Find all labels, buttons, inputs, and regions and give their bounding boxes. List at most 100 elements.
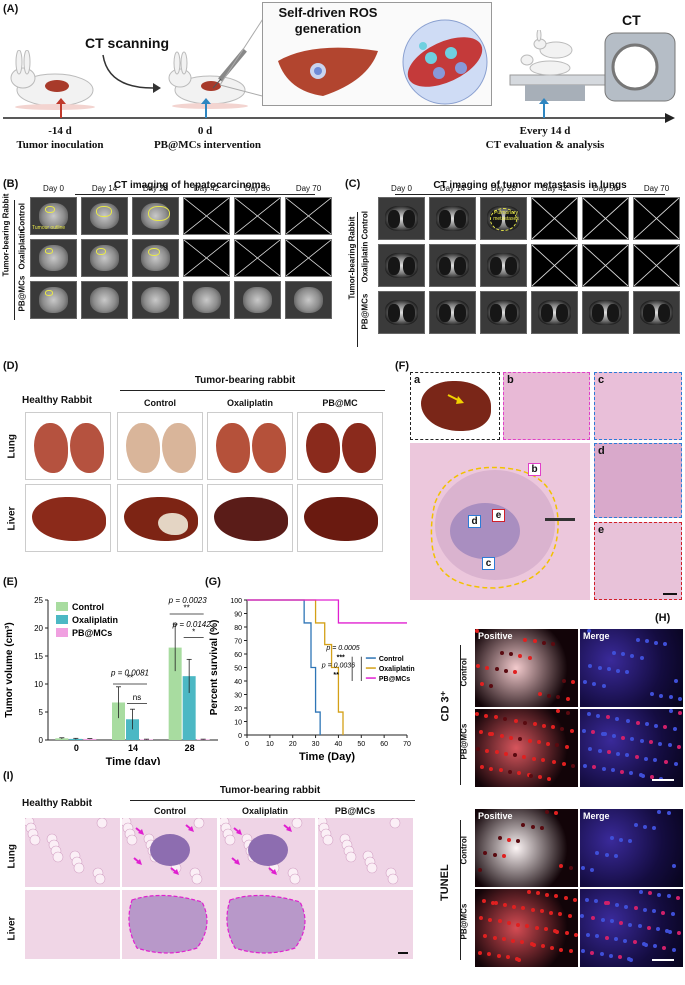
c-ct-image [480,197,527,240]
b-ct-image [183,281,230,319]
b-day-1: Day 14 [91,184,118,193]
bar-pbmcs-0 [83,738,97,740]
tumor-outline [148,247,161,257]
y-tick-label: 10 [34,680,43,689]
liver-histology [318,890,413,959]
panel-f-d-histology: d [594,443,682,518]
scale-bar [663,593,677,595]
y-tick-label: 15 [34,652,43,661]
panel-h-rule-bottom [460,820,461,960]
panel-d-tumor: Tumor-bearing rabbit [194,375,296,386]
intervention-arrow-icon [201,98,211,118]
y-tick-label: 60 [234,652,242,659]
panel-h-row-control-2: Control [459,836,469,865]
liver-photo [25,484,111,552]
legend-label: Oxaliplatin [379,666,415,673]
y-axis-label: Percent survival (%) [209,620,220,716]
x-axis-label: Time (day) [106,756,161,765]
x-tick-label: 10 [266,741,274,748]
c-day-2: Day 28 [490,184,517,193]
panel-c-row-control: Control [360,211,370,240]
tumor-outline [96,205,113,218]
t1-event: Tumor inoculation [16,139,104,151]
y-tick-label: 0 [238,733,242,740]
lung-photo [207,412,293,480]
curved-arrow-icon [102,54,161,93]
panel-d-rule [120,390,385,391]
b-ct-image [132,281,179,319]
y-tick-label: 20 [234,706,242,713]
fluorescence-column-label: Merge [583,811,610,821]
y-tick-label: 70 [234,639,242,646]
panel-f-box-d: d [468,515,481,528]
panel-f-a-label: a [414,374,421,386]
c-unavailable-cell [582,244,629,287]
legend-label: PB@MCs [72,628,112,638]
panel-label-f: (F) [395,360,410,372]
panel-i-tumor: Tumor-bearing rabbit [219,785,321,796]
panel-i-healthy: Healthy Rabbit [22,798,93,809]
b-unavailable-cell [285,239,332,277]
panel-i-rule [130,800,415,801]
lung-histology [220,818,315,887]
tumor-outline [44,289,53,296]
ct-scanner-illustration [509,32,676,102]
tumor-outline [44,247,53,254]
panel-h-marker-cd3: CD 3⁺ [439,690,452,722]
y-axis-label: Tumor volume (cm³) [4,622,15,717]
panel-f-b-label: b [507,374,514,386]
panel-f-c-histology: c [594,372,682,440]
x-tick-label: 0 [245,741,249,748]
panel-label-a: (A) [3,3,19,15]
b-day-2: Day 28 [142,184,169,193]
b-unavailable-cell [285,197,332,235]
bar-control-28 [168,647,182,740]
liver-photo [207,484,293,552]
panel-f-e-histology: e [594,522,682,600]
y-tick-label: 30 [234,693,242,700]
panel-c-title: CT imaging of tumor metastasis in lungs [433,180,627,191]
panel-label-h: (H) [655,612,671,624]
panel-f-c-label: c [598,374,605,386]
panel-c-row-oxaliplatin: Oxaliplatin [360,241,370,283]
liver-histology [25,890,120,959]
ct-scanning-label: CT scanning [85,35,170,51]
panel-d-group-control: Control [144,398,176,408]
panel-b-group-label: Tumor-bearing Rabbit [1,193,11,277]
legend-swatch [56,628,68,637]
b-ct-image [132,239,179,277]
panel-i-row-lung: Lung [6,844,18,869]
fluorescence-image [580,709,683,787]
liver-photo [117,484,203,552]
legend-swatch [56,615,68,624]
panel-i-row-liver: Liver [6,916,18,941]
b-ct-image [81,281,128,319]
panel-h-row-pbmcs-2: PB@MCs [459,903,469,940]
c-day-3: Day 42 [541,184,568,193]
x-axis-label: Time (Day) [299,751,355,763]
b-day-0: Day 0 [43,184,64,193]
bar-oxaliplatin-14 [126,719,139,740]
scale-bar [398,952,408,954]
fluorescence-image: Positive [475,809,578,887]
panel-label-i: (I) [3,770,14,782]
panel-h-row-control-1: Control [459,658,469,687]
lung-histology [318,818,413,887]
ros-title-line1: Self-driven ROS [278,5,378,20]
panel-i-group-pbmcs: PB@MCs [334,806,376,816]
scale-bar [652,959,674,961]
legend-label: PB@MCs [379,676,410,683]
y-tick-label: 20 [34,624,43,633]
lung-histology [25,818,120,887]
panel-f-e-label: e [598,524,605,536]
panel-h-row-pbmcs-1: PB@MCs [459,723,469,760]
panel-f-d-label: d [598,445,605,457]
fluorescence-column-label: Positive [478,631,513,641]
rabbit-small-illustration [533,30,573,59]
significance-annotation: ** [333,672,339,679]
c-ct-image [480,244,527,287]
lung-histology [122,818,217,887]
panel-f-a-liver: a [410,372,500,440]
c-unavailable-cell [633,197,680,240]
panel-f-b-histology: b [503,372,590,440]
